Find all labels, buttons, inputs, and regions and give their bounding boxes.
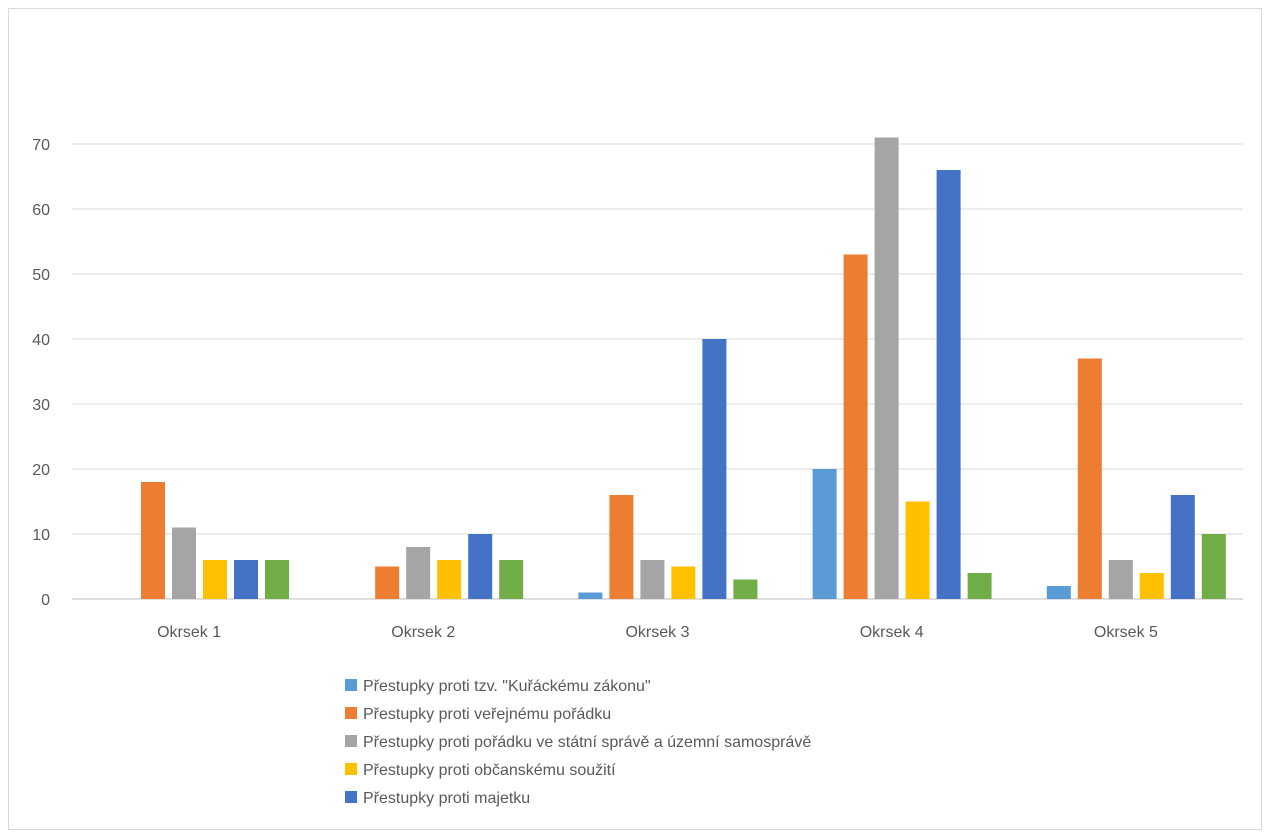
bar [406, 547, 431, 599]
y-tick-label: 50 [32, 267, 50, 284]
bar [265, 560, 289, 599]
bar [733, 579, 758, 599]
x-tick-label: Okrsek 3 [625, 624, 689, 641]
bar [874, 137, 899, 599]
legend-label: Přestupky proti pořádku ve státní správě… [363, 734, 811, 751]
legend-swatch [345, 707, 357, 719]
y-tick-label: 60 [32, 202, 50, 219]
y-axis-ticks: 0 10 20 30 40 50 60 70 [32, 137, 50, 609]
gridlines [72, 143, 1243, 600]
chart-frame [8, 8, 1262, 830]
bar [375, 566, 400, 599]
bar [671, 566, 696, 599]
bar [702, 339, 727, 599]
bar [936, 170, 961, 599]
x-tick-label: Okrsek 5 [1094, 624, 1158, 641]
x-tick-label: Okrsek 4 [860, 624, 924, 641]
bar [1077, 358, 1102, 599]
y-tick-label: 40 [32, 332, 50, 349]
bar [578, 592, 603, 599]
bar [172, 527, 196, 599]
bar [203, 560, 227, 599]
legend-label: Přestupky proti veřejnému pořádku [363, 706, 611, 723]
legend-swatch [345, 735, 357, 747]
bar [141, 482, 165, 599]
y-tick-label: 0 [41, 592, 50, 609]
legend: Přestupky proti tzv. "Kuřáckému zákonu" P… [345, 678, 811, 807]
legend-label: Přestupky proti občanskému soužití [363, 762, 616, 779]
bar [812, 469, 837, 599]
bar [437, 560, 462, 599]
bars [141, 137, 1226, 599]
bar [843, 254, 868, 599]
x-axis-ticks: Okrsek 1 Okrsek 2 Okrsek 3 Okrsek 4 Okrsek 5 [157, 624, 1158, 641]
bar [1046, 586, 1071, 599]
bar [499, 560, 524, 599]
bar [1201, 534, 1226, 599]
x-tick-label: Okrsek 2 [391, 624, 455, 641]
bar [1108, 560, 1133, 599]
bar [234, 560, 258, 599]
legend-swatch [345, 763, 357, 775]
bar [468, 534, 493, 599]
x-tick-label: Okrsek 1 [157, 624, 221, 641]
y-tick-label: 70 [32, 137, 50, 154]
y-tick-label: 30 [32, 397, 50, 414]
bar [609, 495, 634, 599]
legend-label: Přestupky proti majetku [363, 790, 530, 807]
bar [1139, 573, 1164, 599]
y-tick-label: 20 [32, 462, 50, 479]
legend-swatch [345, 679, 357, 691]
y-tick-label: 10 [32, 527, 50, 544]
bar [1170, 495, 1195, 599]
legend-swatch [345, 791, 357, 803]
bar [640, 560, 665, 599]
legend-label: Přestupky proti tzv. "Kuřáckému zákonu" [363, 678, 651, 695]
bar [967, 573, 992, 599]
bar [905, 501, 930, 599]
